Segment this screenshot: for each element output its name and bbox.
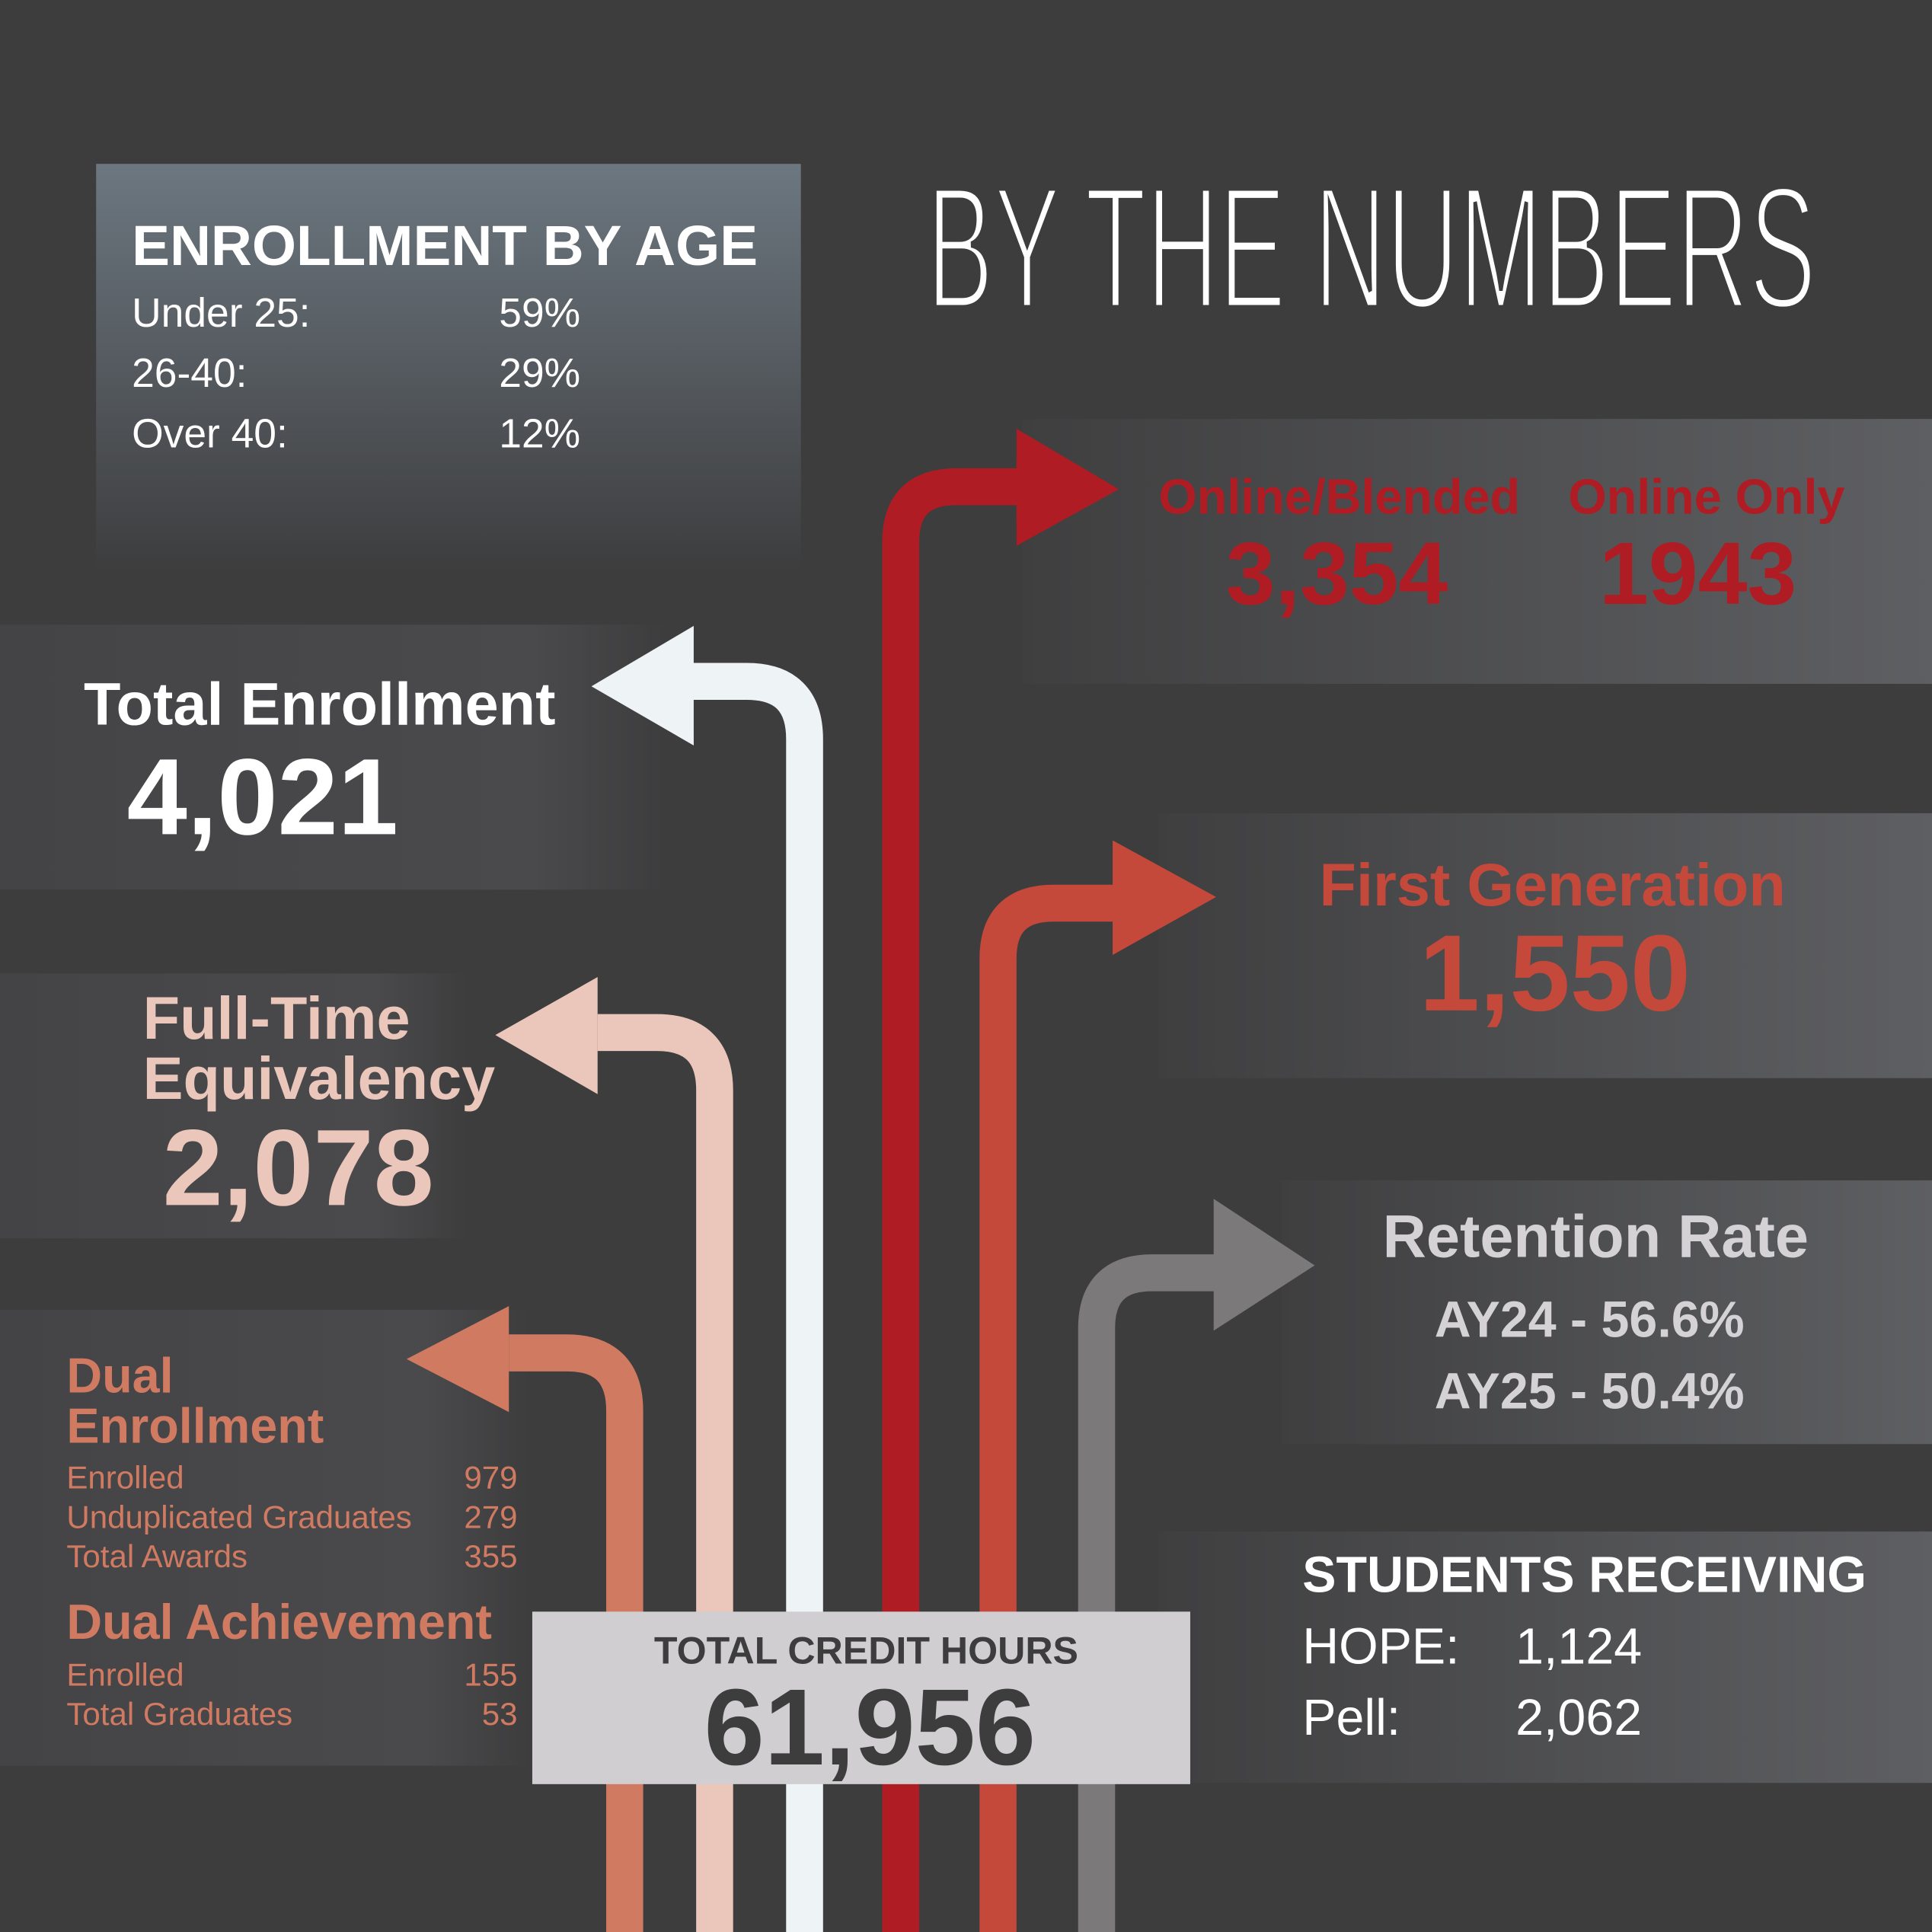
dual-label: Enrolled — [66, 1656, 184, 1692]
dual-value: 355 — [464, 1538, 517, 1574]
band — [0, 973, 468, 1239]
fte-label: Full-Time — [143, 984, 410, 1052]
dual-value: 979 — [464, 1460, 517, 1496]
dual-label: Enrolled — [66, 1460, 184, 1496]
credit-hours-label: TOTAL CREDIT HOURS — [654, 1629, 1078, 1672]
age-label: Under 25: — [132, 291, 310, 336]
dual-value: 279 — [464, 1499, 517, 1534]
first-gen-value: 1,550 — [1419, 913, 1691, 1034]
band — [1281, 1180, 1932, 1445]
retention-row: AY25 - 50.4% — [1435, 1363, 1745, 1419]
dual-label: Unduplicated Graduates — [66, 1499, 411, 1534]
receiving-label: HOPE: — [1302, 1618, 1459, 1675]
band — [1158, 813, 1932, 1078]
fte-value: 2,078 — [163, 1107, 434, 1228]
age-label: Over 40: — [132, 411, 288, 456]
arrow — [690, 663, 823, 1932]
credit-hours-value: 61,956 — [704, 1667, 1036, 1788]
retention-label: Retention Rate — [1383, 1202, 1809, 1269]
online-label: Online Only — [1568, 469, 1844, 525]
arrow-head — [495, 977, 598, 1094]
dual-value: 53 — [482, 1696, 518, 1732]
online-value: 3,354 — [1226, 524, 1448, 623]
age-value: 29% — [499, 351, 580, 396]
arrow-head — [1213, 1199, 1315, 1331]
age-panel — [96, 164, 801, 571]
arrow-head — [1113, 840, 1216, 955]
total-enrollment-label: Total Enrollment — [84, 669, 555, 737]
age-label: 26-40: — [132, 351, 247, 396]
retention-row: AY24 - 56.6% — [1435, 1292, 1745, 1349]
fte-label: Equivalency — [143, 1044, 496, 1112]
arrow — [882, 468, 1023, 1932]
receiving-value: 2,062 — [1515, 1690, 1642, 1746]
arrow — [979, 884, 1119, 1932]
receiving-heading: STUDENTS RECEIVING — [1302, 1547, 1867, 1603]
dual-heading: Dual — [66, 1347, 173, 1403]
arrow-head — [406, 1306, 509, 1413]
age-value: 59% — [499, 291, 580, 336]
dual-label: Total Awards — [66, 1538, 247, 1574]
band — [1022, 419, 1932, 684]
first-gen-label: First Generation — [1320, 851, 1786, 918]
age-value: 12% — [499, 411, 580, 456]
band — [0, 624, 666, 890]
credit-hours-box — [532, 1611, 1190, 1784]
dual-achievement-heading: Dual Achievement — [66, 1594, 492, 1649]
band — [0, 1309, 530, 1766]
total-enrollment-value: 4,021 — [127, 736, 398, 857]
dual-label: Total Graduates — [66, 1696, 292, 1732]
arrow-head — [591, 625, 694, 746]
arrow — [1078, 1254, 1220, 1932]
arrow — [597, 1014, 733, 1932]
online-value: 1943 — [1599, 524, 1796, 623]
receiving-value: 1,124 — [1515, 1618, 1642, 1675]
dual-heading: Enrollment — [66, 1398, 324, 1454]
dual-value: 155 — [464, 1656, 517, 1692]
arrow-head — [1016, 429, 1119, 546]
online-label: Online/Blended — [1158, 469, 1520, 525]
age-heading: ENROLLMENT BY AGE — [132, 214, 758, 277]
receiving-label: Pell: — [1302, 1690, 1400, 1746]
arrows — [509, 468, 1220, 1932]
arrow — [509, 1334, 643, 1932]
title: BY THE NUMBERS — [927, 149, 1816, 345]
band — [1158, 1531, 1932, 1784]
